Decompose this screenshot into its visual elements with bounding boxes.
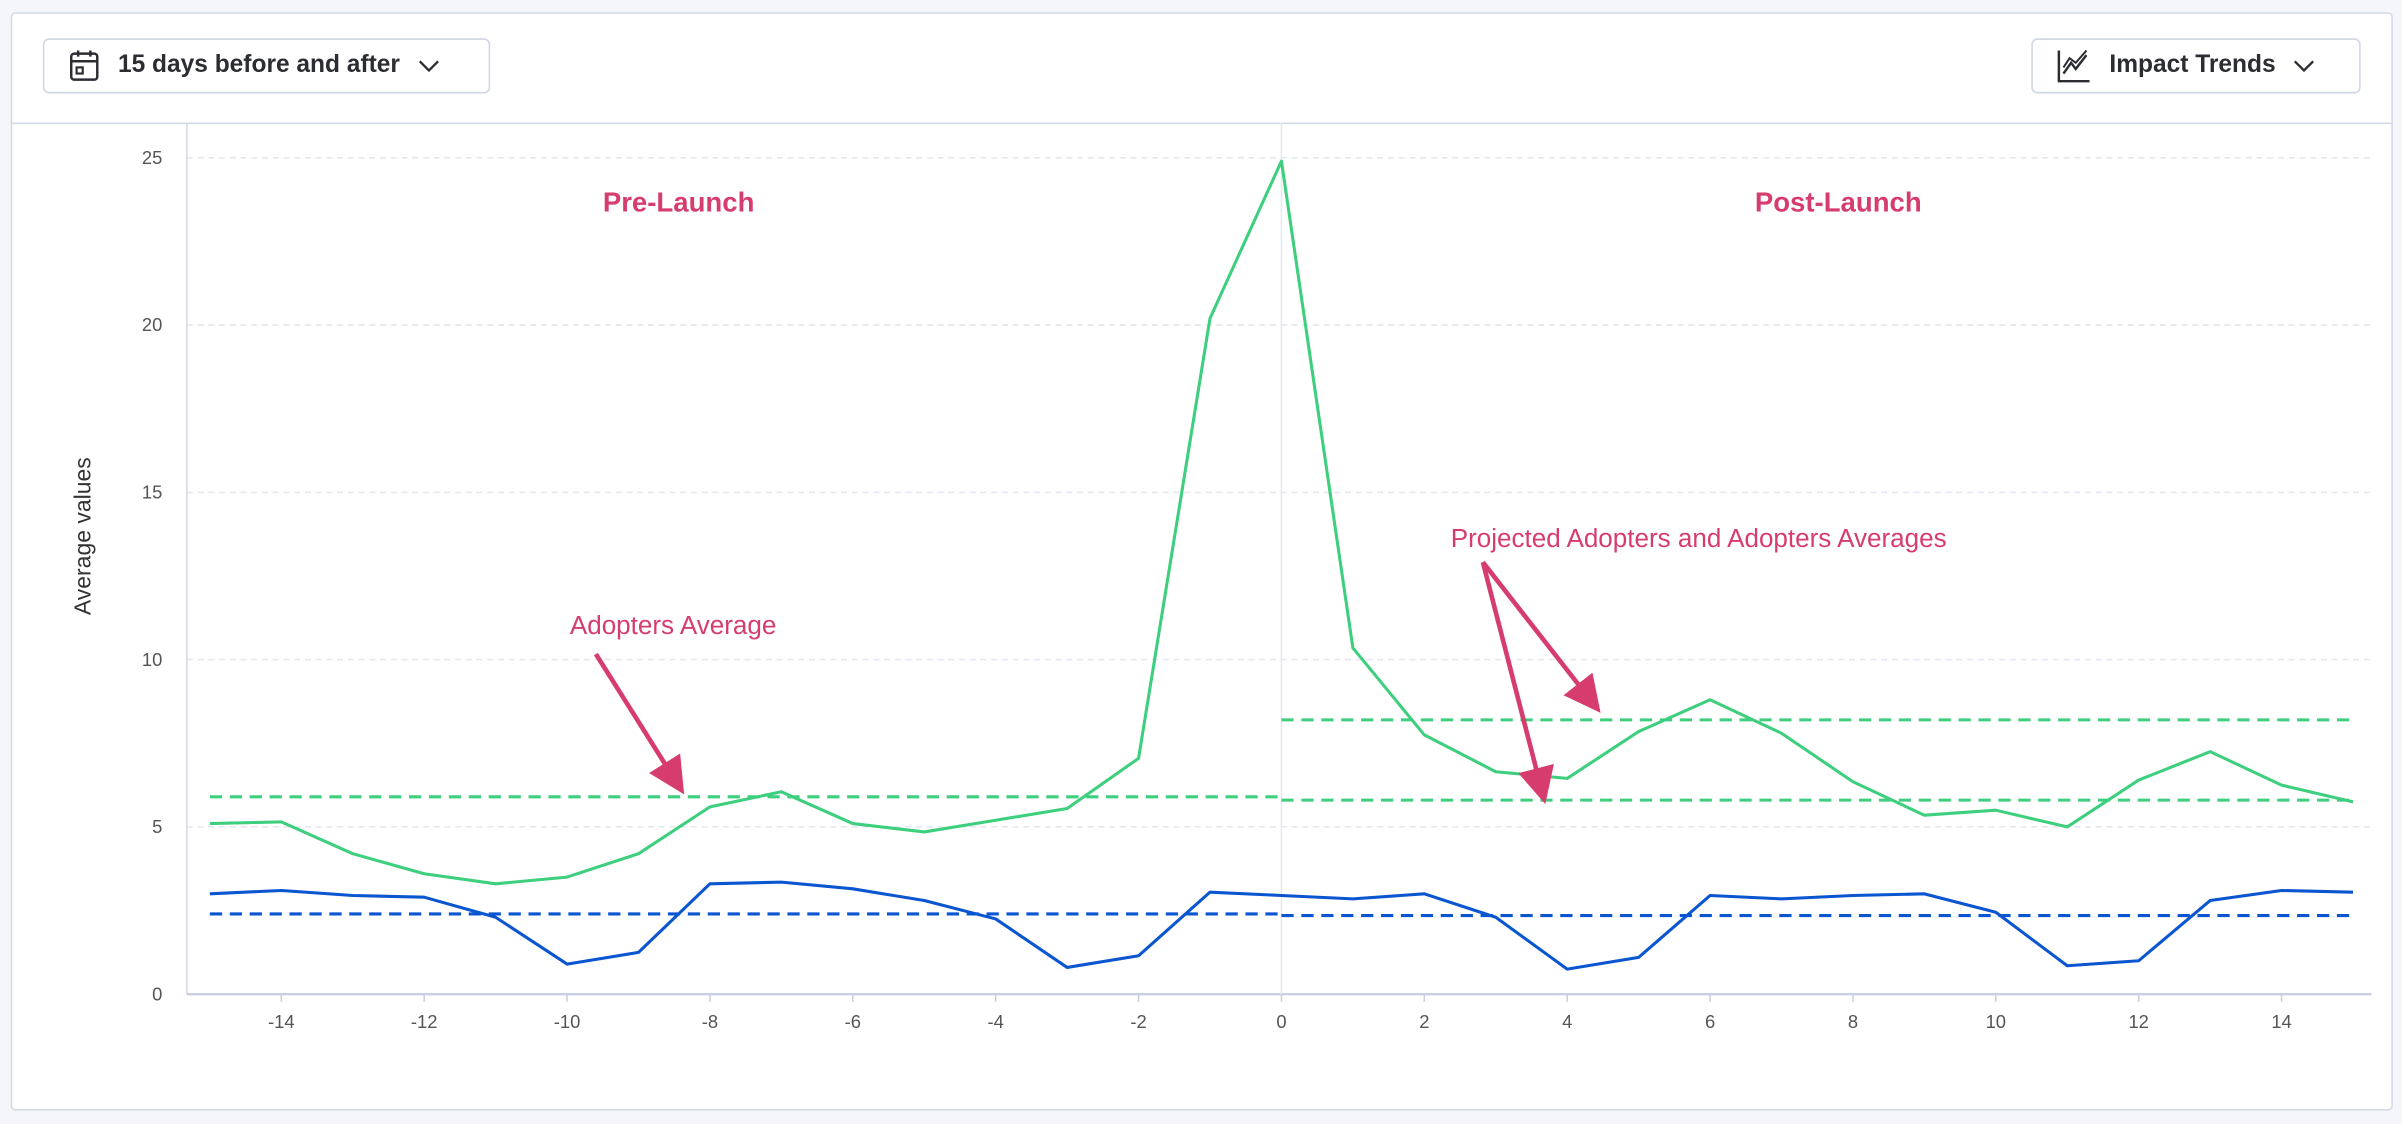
x-tick-label: -8 [702, 1011, 718, 1032]
line-chart-icon [2057, 49, 2090, 83]
x-tick-label: 4 [1562, 1011, 1572, 1032]
annotation-arrow [1480, 561, 1554, 805]
x-tick-label: 14 [2271, 1011, 2291, 1032]
adopters-average-label: Adopters Average [570, 610, 776, 640]
x-tick-label: 6 [1705, 1011, 1715, 1032]
y-tick-label: 5 [152, 816, 162, 837]
y-tick-label: 20 [142, 314, 162, 335]
view-label: Impact Trends [2109, 52, 2276, 79]
x-tick-label: -14 [268, 1011, 295, 1032]
chevron-down-icon [2294, 60, 2315, 72]
x-tick-label: 8 [1848, 1011, 1858, 1032]
x-tick-label: -12 [411, 1011, 438, 1032]
x-tick-label: -6 [845, 1011, 861, 1032]
card-header: 15 days before and after Impact Trends [12, 14, 2392, 125]
x-tick-label: 2 [1419, 1011, 1429, 1032]
view-dropdown[interactable]: Impact Trends [2031, 38, 2361, 94]
x-tick-label: 12 [2128, 1011, 2148, 1032]
annotation-arrow [1481, 560, 1601, 713]
x-tick-label: -10 [554, 1011, 581, 1032]
x-tick-label: 10 [1986, 1011, 2006, 1032]
y-tick-label: 25 [142, 147, 162, 168]
impact-card: 15 days before and after Impact Trends [10, 12, 2393, 1111]
x-tick-label: -2 [1130, 1011, 1146, 1032]
post-launch-label: Post-Launch [1755, 186, 1922, 217]
date-range-dropdown[interactable]: 15 days before and after [42, 38, 491, 94]
x-tick-label: -4 [988, 1011, 1004, 1032]
y-tick-label: 0 [152, 983, 162, 1004]
date-range-label: 15 days before and after [117, 52, 400, 79]
projected-average-label: Projected Adopters and Adopters Averages [1451, 523, 1947, 553]
y-tick-label: 15 [142, 481, 162, 502]
calendar-icon [70, 50, 99, 81]
pre-launch-label: Pre-Launch [603, 186, 755, 217]
annotation-arrow [593, 652, 685, 795]
y-axis-label: Average values [69, 457, 95, 615]
chevron-down-icon [419, 60, 440, 72]
y-tick-label: 10 [142, 649, 162, 670]
x-tick-label: 0 [1276, 1011, 1286, 1032]
